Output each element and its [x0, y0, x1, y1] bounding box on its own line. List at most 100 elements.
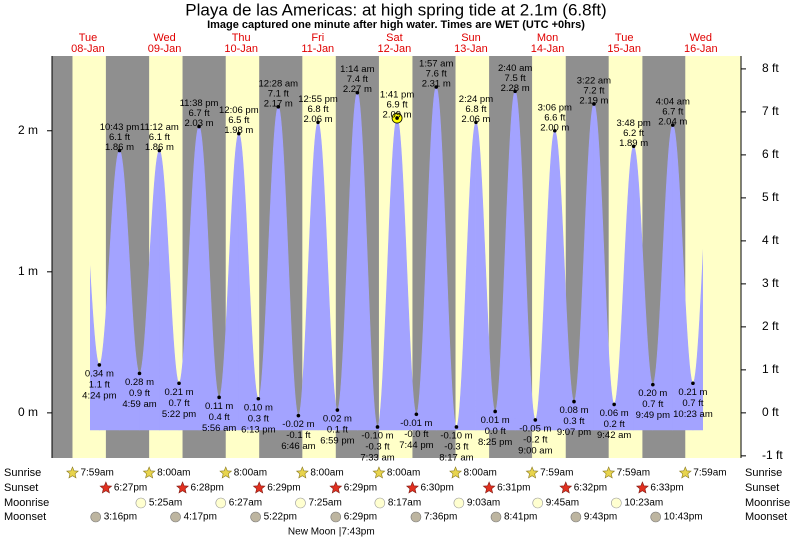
tide-meters: -0.01 m — [400, 418, 432, 429]
tide-meters: 2.17 m — [264, 98, 293, 109]
row-label: Moonset — [4, 511, 46, 523]
tide-meters: 2.03 m — [185, 118, 214, 129]
tide-point — [691, 381, 695, 386]
almanac-time: 7:59am — [693, 468, 726, 479]
tide-area — [593, 102, 615, 431]
tide-area — [573, 102, 595, 431]
row-label: Moonset — [745, 511, 787, 523]
almanac-time: 10:43pm — [664, 512, 703, 523]
sunset-icon — [405, 481, 419, 494]
moonset-icon — [490, 511, 502, 523]
tide-time: 8:25 pm — [478, 437, 512, 448]
almanac-time: 7:36pm — [424, 512, 457, 523]
moonset-icon — [170, 511, 181, 523]
almanac-time: 6:29pm — [344, 483, 377, 494]
tide-meters: 2.19 m — [579, 95, 608, 106]
weekday-label: Tue — [615, 32, 634, 44]
tide-time: 10:23 am — [673, 409, 713, 420]
tide-point — [651, 382, 655, 387]
tide-time: 7:44 pm — [399, 440, 433, 451]
tide-point — [631, 144, 636, 149]
tide-time: 12:28 am — [258, 78, 298, 89]
weekday-label: Wed — [153, 32, 175, 44]
tide-point — [296, 413, 301, 418]
tide-point — [513, 89, 517, 94]
almanac-time: 8:00am — [310, 468, 343, 479]
y2-tick-label: 1 ft — [762, 362, 779, 376]
tide-time: 12:55 pm — [298, 94, 338, 105]
tide-time: 6:46 am — [281, 441, 315, 452]
tide-time: 9:00 am — [518, 445, 552, 456]
tide-time: 6:13 pm — [241, 424, 275, 435]
tide-feet: 6.5 ft — [228, 115, 249, 126]
tide-point — [276, 104, 281, 109]
tide-time: 12:06 pm — [219, 105, 259, 116]
tide-point — [316, 120, 320, 125]
weekday-label: Mon — [537, 32, 558, 44]
sunrise-icon — [525, 466, 539, 479]
tide-feet: 0.1 ft — [327, 425, 348, 436]
weekday-label: Tue — [79, 32, 98, 44]
tide-feet: 0.3 ft — [248, 413, 269, 424]
almanac-time: 3:16pm — [104, 512, 137, 523]
sunrise-icon — [602, 466, 616, 479]
almanac-time: 7:59am — [80, 468, 113, 479]
tide-meters: 2.06 m — [461, 114, 490, 125]
tide-point — [375, 425, 380, 429]
almanac-time: 6:30pm — [420, 483, 453, 494]
almanac-time: 6:32pm — [574, 483, 607, 494]
tide-feet: 6.2 ft — [623, 128, 644, 139]
row-label: Sunrise — [745, 467, 782, 479]
tide-meters: -0.05 m — [519, 423, 551, 434]
tide-area — [238, 132, 259, 431]
tide-area — [99, 149, 120, 431]
tide-feet: 7.6 ft — [426, 69, 447, 80]
almanac-time: 8:41pm — [504, 512, 537, 523]
row-label: Moonrise — [4, 497, 49, 509]
tide-point — [237, 131, 241, 136]
y2-tick-label: 4 ft — [762, 233, 779, 247]
tide-point — [256, 396, 261, 401]
tide-feet: 0.4 ft — [209, 412, 230, 423]
weekday-label: Wed — [690, 32, 712, 44]
tide-feet: 0.3 ft — [563, 416, 584, 427]
tide-point — [592, 102, 596, 106]
tide-meters: -0.10 m — [440, 430, 472, 441]
tide-meters: 0.06 m — [600, 408, 629, 419]
tide-feet: 6.8 ft — [307, 104, 328, 115]
date-label: 16-Jan — [684, 43, 718, 55]
tide-point — [434, 85, 439, 89]
sunrise-icon — [678, 466, 692, 479]
moonrise-icon — [295, 497, 306, 509]
moonset-icon — [90, 511, 102, 523]
date-label: 08-Jan — [71, 43, 105, 55]
almanac-time: 6:29pm — [344, 512, 377, 523]
tide-area — [119, 149, 140, 431]
tide-point — [355, 90, 360, 95]
moonset-icon — [410, 511, 422, 523]
tide-meters: 0.34 m — [85, 368, 114, 379]
sunrise-icon — [295, 466, 309, 479]
tide-area — [514, 90, 536, 431]
sunrise-icon — [66, 466, 79, 479]
tide-time: 4:24 pm — [82, 390, 116, 401]
tide-area — [258, 105, 279, 431]
tide-point — [474, 120, 478, 125]
tide-area — [277, 105, 299, 431]
tide-time: 9:42 am — [597, 430, 631, 441]
tide-meters: 0.08 m — [559, 405, 588, 416]
tide-time: 6:59 pm — [320, 436, 354, 447]
tide-time: 4:04 am — [656, 97, 690, 108]
tide-area — [456, 121, 477, 431]
tide-meters: 2.28 m — [501, 83, 530, 94]
tide-feet: -0.3 ft — [444, 441, 469, 452]
almanac-time: 5:25am — [149, 498, 182, 509]
almanac-time: 8:17am — [388, 498, 421, 509]
almanac-time: 9:45am — [546, 498, 579, 509]
sunset-icon — [252, 481, 266, 494]
tide-area — [337, 91, 358, 431]
tide-meters: 0.02 m — [323, 414, 352, 425]
tide-time: 1:14 am — [340, 64, 374, 75]
tide-area — [535, 129, 556, 431]
tide-time: 8:17 am — [439, 452, 473, 463]
